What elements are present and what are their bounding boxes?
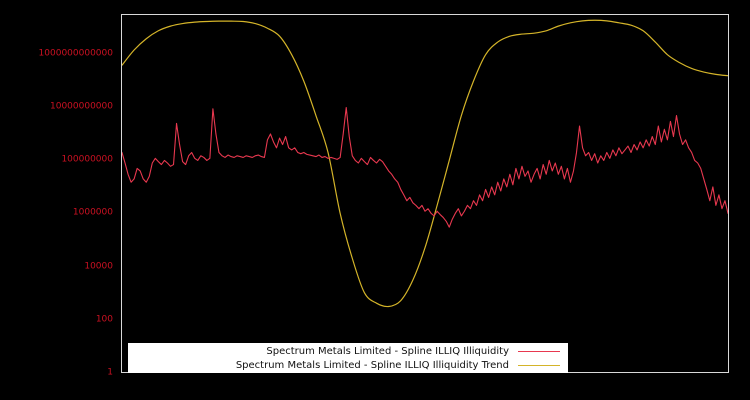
y-axis-tick-label: 1000000000000 <box>38 48 113 59</box>
line-swatch-trend-icon <box>518 364 560 366</box>
y-axis-tick-label: 100 <box>95 314 113 325</box>
series-line-trend <box>122 19 728 308</box>
y-axis-tick-label: 1000000 <box>72 207 113 218</box>
legend-entry-illiq[interactable]: Spectrum Metals Limited - Spline ILLIQ I… <box>128 344 562 358</box>
legend-label-illiq: Spectrum Metals Limited - Spline ILLIQ I… <box>266 345 509 357</box>
series-line-illiq <box>122 107 728 228</box>
y-axis-tick-label: 100000000 <box>61 154 113 165</box>
plot-area <box>121 14 729 373</box>
chart-canvas <box>122 19 728 308</box>
legend-label-trend: Spectrum Metals Limited - Spline ILLIQ I… <box>235 359 509 371</box>
legend[interactable]: Spectrum Metals Limited - Spline ILLIQ I… <box>128 343 568 373</box>
y-axis: 1000000000000 10000000000 100000000 1000000… <box>0 0 121 400</box>
y-axis-tick-label: 1 <box>107 367 113 378</box>
y-axis-tick-label: 10000000000 <box>50 101 113 112</box>
y-axis-tick-label: 10000 <box>84 261 113 272</box>
legend-entry-trend[interactable]: Spectrum Metals Limited - Spline ILLIQ I… <box>128 358 562 372</box>
line-swatch-illiq-icon <box>518 350 560 352</box>
